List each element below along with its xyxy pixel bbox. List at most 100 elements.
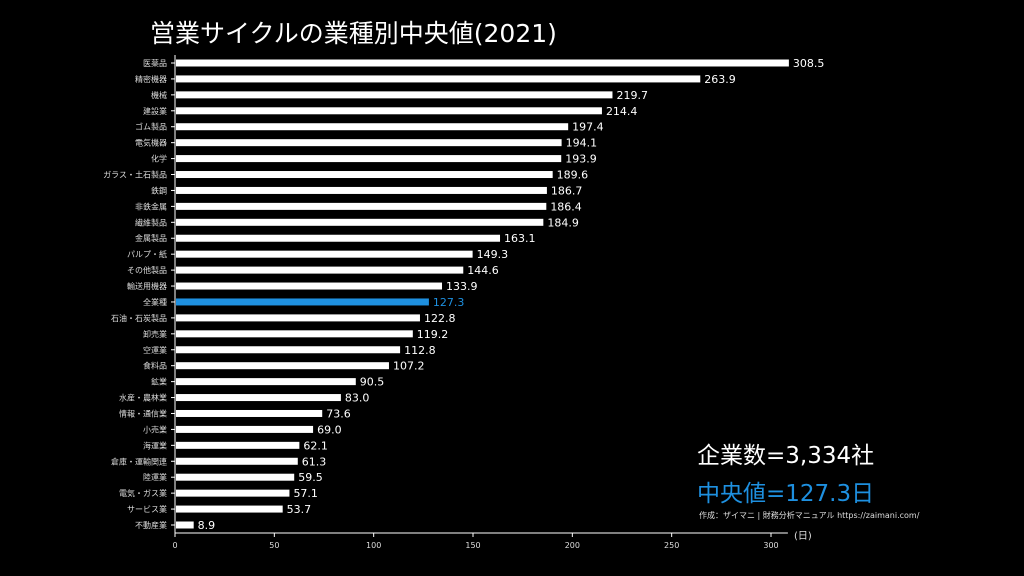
category-label: 化学	[151, 154, 167, 164]
category-label: 機械	[151, 90, 167, 100]
chart-title: 営業サイクルの業種別中央値(2021)	[150, 19, 557, 48]
category-label: 海運業	[143, 440, 167, 450]
value-label: 193.9	[565, 153, 597, 166]
value-label: 107.2	[393, 360, 425, 373]
category-label: 電気・ガス業	[119, 488, 167, 498]
category-label: 輸送用機器	[127, 281, 167, 291]
company-count-annotation: 企業数=3,334社	[697, 443, 875, 469]
category-label: 卸売業	[143, 329, 167, 339]
value-label: 90.5	[360, 376, 385, 389]
bar	[176, 394, 341, 402]
value-label: 219.7	[616, 89, 648, 102]
value-label: 57.1	[293, 487, 318, 500]
bar	[176, 489, 290, 497]
category-label: 倉庫・運輸関連	[111, 456, 167, 466]
value-label: 186.4	[550, 200, 582, 213]
x-axis-label: (日)	[794, 531, 812, 542]
bar	[176, 266, 464, 274]
value-label: 197.4	[572, 121, 604, 134]
value-label: 263.9	[704, 73, 736, 86]
category-label: 水産・農林業	[119, 393, 167, 403]
category-label: 小売業	[143, 424, 167, 434]
category-label: 空運業	[143, 345, 167, 355]
category-label: パルプ・紙	[127, 249, 167, 259]
category-label: その他製品	[127, 265, 167, 275]
value-label: 69.0	[317, 423, 342, 436]
category-label: ガラス・土石製品	[103, 170, 167, 180]
bar	[176, 171, 553, 179]
bar	[176, 425, 314, 433]
category-label: 医薬品	[143, 58, 167, 68]
category-label: 石油・石炭製品	[111, 313, 167, 323]
category-label: 情報・通信業	[119, 408, 167, 418]
x-tick-label: 0	[172, 541, 177, 550]
category-label: 非鉄金属	[135, 201, 167, 211]
bar	[176, 505, 283, 513]
bar	[176, 250, 473, 258]
value-label: 62.1	[303, 439, 328, 452]
value-label: 149.3	[477, 248, 509, 261]
bar	[176, 234, 501, 242]
category-label: 全業種	[143, 297, 167, 307]
category-label: サービス業	[127, 504, 167, 514]
category-label: 陸運業	[143, 472, 167, 482]
bar	[176, 521, 194, 529]
value-label: 112.8	[404, 344, 436, 357]
x-tick-label: 100	[366, 541, 381, 550]
bar	[176, 282, 443, 290]
bar	[176, 202, 547, 210]
value-label: 122.8	[424, 312, 456, 325]
value-label: 184.9	[547, 216, 579, 229]
value-label: 308.5	[793, 57, 825, 70]
category-label: 鉱業	[151, 377, 167, 387]
bar	[176, 186, 547, 194]
bar	[176, 378, 356, 386]
bar	[176, 362, 389, 370]
x-tick-label: 200	[565, 541, 580, 550]
category-label: 不動産業	[135, 520, 167, 530]
bar	[176, 123, 569, 131]
category-label: 電気機器	[135, 138, 167, 148]
bar	[176, 409, 323, 417]
value-label: 144.6	[467, 264, 499, 277]
bar	[176, 441, 300, 449]
value-label: 194.1	[566, 137, 598, 150]
bar	[176, 75, 701, 83]
value-label: 59.5	[298, 471, 323, 484]
value-label: 189.6	[557, 169, 589, 182]
value-label: 133.9	[446, 280, 478, 293]
x-tick-label: 50	[269, 541, 279, 550]
value-label: 127.3	[433, 296, 465, 309]
x-tick-label: 300	[763, 541, 778, 550]
bar	[176, 155, 562, 163]
bar	[176, 314, 420, 322]
category-label: 金属製品	[135, 233, 167, 243]
median-annotation: 中央値=127.3日	[697, 481, 875, 507]
x-tick-label: 250	[664, 541, 679, 550]
bar	[176, 218, 544, 226]
bar	[176, 139, 562, 147]
bar	[176, 330, 413, 338]
value-label: 163.1	[504, 232, 536, 245]
value-label: 53.7	[287, 503, 312, 516]
bar	[176, 91, 613, 99]
bar	[176, 346, 401, 354]
bar	[176, 457, 298, 465]
value-label: 186.7	[551, 184, 583, 197]
category-label: 精密機器	[135, 74, 167, 84]
value-label: 61.3	[302, 455, 327, 468]
x-tick-label: 150	[465, 541, 480, 550]
value-label: 73.6	[326, 407, 351, 420]
value-label: 83.0	[345, 392, 370, 405]
category-label: ゴム製品	[135, 122, 167, 132]
value-label: 214.4	[606, 105, 638, 118]
category-label: 鉄鋼	[151, 185, 167, 195]
category-label: 繊維製品	[135, 217, 167, 227]
bar	[176, 473, 295, 481]
bar	[176, 107, 602, 115]
bar	[176, 298, 429, 306]
bar	[176, 59, 789, 67]
category-label: 建設業	[143, 106, 167, 116]
